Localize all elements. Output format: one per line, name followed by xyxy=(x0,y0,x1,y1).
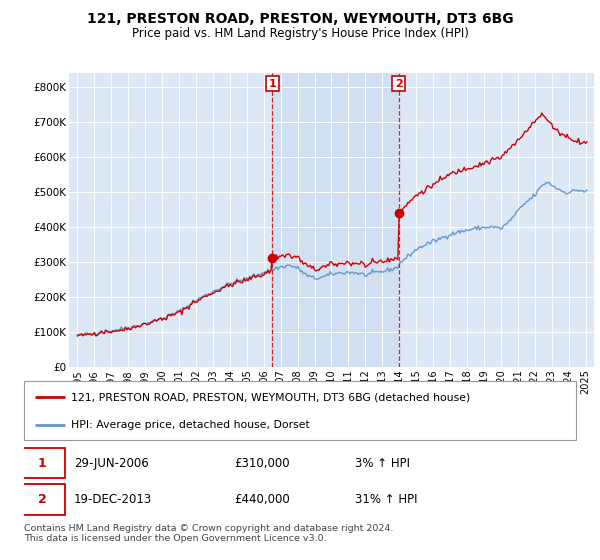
Text: 31% ↑ HPI: 31% ↑ HPI xyxy=(355,493,418,506)
FancyBboxPatch shape xyxy=(24,381,576,440)
Text: 121, PRESTON ROAD, PRESTON, WEYMOUTH, DT3 6BG (detached house): 121, PRESTON ROAD, PRESTON, WEYMOUTH, DT… xyxy=(71,392,470,402)
Text: HPI: Average price, detached house, Dorset: HPI: Average price, detached house, Dors… xyxy=(71,420,310,430)
Text: 1: 1 xyxy=(268,79,276,88)
Text: 29-JUN-2006: 29-JUN-2006 xyxy=(74,457,148,470)
Text: 2: 2 xyxy=(395,79,403,88)
FancyBboxPatch shape xyxy=(19,484,65,515)
Text: 1: 1 xyxy=(38,457,47,470)
Text: Price paid vs. HM Land Registry's House Price Index (HPI): Price paid vs. HM Land Registry's House … xyxy=(131,27,469,40)
FancyBboxPatch shape xyxy=(19,448,65,478)
Text: 2: 2 xyxy=(38,493,47,506)
Text: 3% ↑ HPI: 3% ↑ HPI xyxy=(355,457,410,470)
Bar xyxy=(272,73,399,367)
Text: 19-DEC-2013: 19-DEC-2013 xyxy=(74,493,152,506)
Text: £440,000: £440,000 xyxy=(234,493,290,506)
Text: Contains HM Land Registry data © Crown copyright and database right 2024.
This d: Contains HM Land Registry data © Crown c… xyxy=(24,524,394,543)
Text: £310,000: £310,000 xyxy=(234,457,289,470)
Text: 121, PRESTON ROAD, PRESTON, WEYMOUTH, DT3 6BG: 121, PRESTON ROAD, PRESTON, WEYMOUTH, DT… xyxy=(86,12,514,26)
